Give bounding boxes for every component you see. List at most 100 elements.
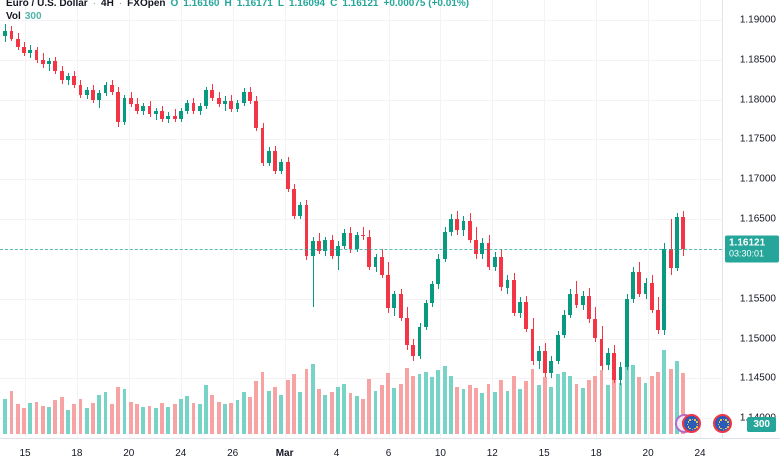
time-axis[interactable]: 15 18 20 24 26 Mar 4 6 10 12 15 18 20 24 [0,438,780,470]
eu-star [689,419,691,421]
volume-bar [474,387,478,434]
volume-bar [128,401,133,434]
volume-bar [317,389,321,434]
volume-bar [9,390,14,434]
candle-body [285,161,290,189]
eu-star [720,419,722,421]
volume-bar [612,374,617,434]
volume-symbol-icon[interactable] [713,414,733,434]
candle-body [405,317,409,345]
candle-body [34,50,39,60]
volume-bar [273,386,278,434]
candle-body [40,59,45,65]
current-price-value: 1.16121 [729,237,766,249]
volume-bar [467,385,472,434]
eu-star [725,427,727,430]
volume-bar [518,389,522,434]
volume-bar [436,370,441,434]
candle-body [656,309,660,331]
candle-body [511,279,516,313]
symbol-pair-icon[interactable]: € [675,414,702,434]
volume-bar [153,408,158,434]
candle-body [323,239,328,251]
candle-body [587,295,591,320]
volume-bar [34,401,39,434]
candle-body [97,93,102,100]
eu-star [696,426,698,428]
candle-body [580,295,585,306]
vgridline [648,0,650,438]
eu-stars [684,416,699,431]
volume-bar [618,382,623,434]
volume-bar [53,400,58,434]
volume-bar [3,398,8,434]
candle-body [530,328,535,361]
volume-chip[interactable]: 300 [747,416,776,432]
hgridline [0,418,722,420]
chart-bottom-controls: € 300 [675,411,776,437]
candle-body [417,327,422,356]
volume-bar [78,398,83,434]
time-tick-label: 20 [642,448,654,459]
candle-body [66,75,70,81]
volume-bar [266,390,271,434]
volume-bar [197,404,202,434]
current-price-line [0,249,722,251]
eu-star [720,427,722,430]
volume-bar [335,386,340,434]
candle-body [524,301,529,329]
price-axis[interactable]: 1.19000 1.18500 1.18000 1.17500 1.17000 1.165… [722,0,780,438]
candle-body [342,233,347,246]
candle-body [474,239,478,254]
volume-bar [411,375,416,434]
candle-body [549,360,554,374]
candle-body [22,47,26,54]
eu-star [691,428,694,431]
candle-body [241,91,246,103]
volume-bar [455,386,460,434]
candle-body [260,128,265,164]
volume-bar [398,383,403,434]
hgridline [0,19,722,21]
candle-body [373,257,378,267]
volume-bar [179,398,183,434]
volume-bar [511,375,516,434]
candle-body [624,298,629,368]
eu-star [725,419,727,421]
candle-body [612,352,617,380]
candle-body [599,338,604,366]
vgridline [596,0,598,438]
candle-body [310,241,315,256]
candle-body [103,85,108,94]
current-price-badge[interactable]: 1.16121 03:30:01 [725,235,779,263]
time-tick-label: 18 [71,448,83,459]
candle-wick [313,236,314,307]
volume-bar [505,390,510,434]
eu-star [722,428,725,431]
chart-plot-area[interactable] [0,0,722,438]
candle-body [9,31,14,40]
candle-body [166,115,171,119]
volume-bar [66,409,70,434]
volume-bar [480,393,485,434]
volume-bar [367,378,372,434]
time-tick-label: 26 [227,448,239,459]
candle-body [379,257,384,275]
volume-bar [109,404,114,434]
price-tick-label: 1.15500 [739,293,776,305]
eu-star [696,421,698,423]
volume-bar [248,397,252,434]
hgridline [0,179,722,181]
candle-body [53,61,58,71]
volume-bar [430,377,434,434]
candle-body [191,102,196,111]
volume-bar [361,398,365,434]
vgridline [76,0,78,438]
time-tick-label: 4 [333,448,340,459]
candle-body [254,101,259,129]
candle-body [15,39,20,47]
volume-bar [91,402,95,434]
volume-bar [298,392,303,434]
volume-bar [668,369,673,434]
time-tick-label: 12 [486,448,498,459]
